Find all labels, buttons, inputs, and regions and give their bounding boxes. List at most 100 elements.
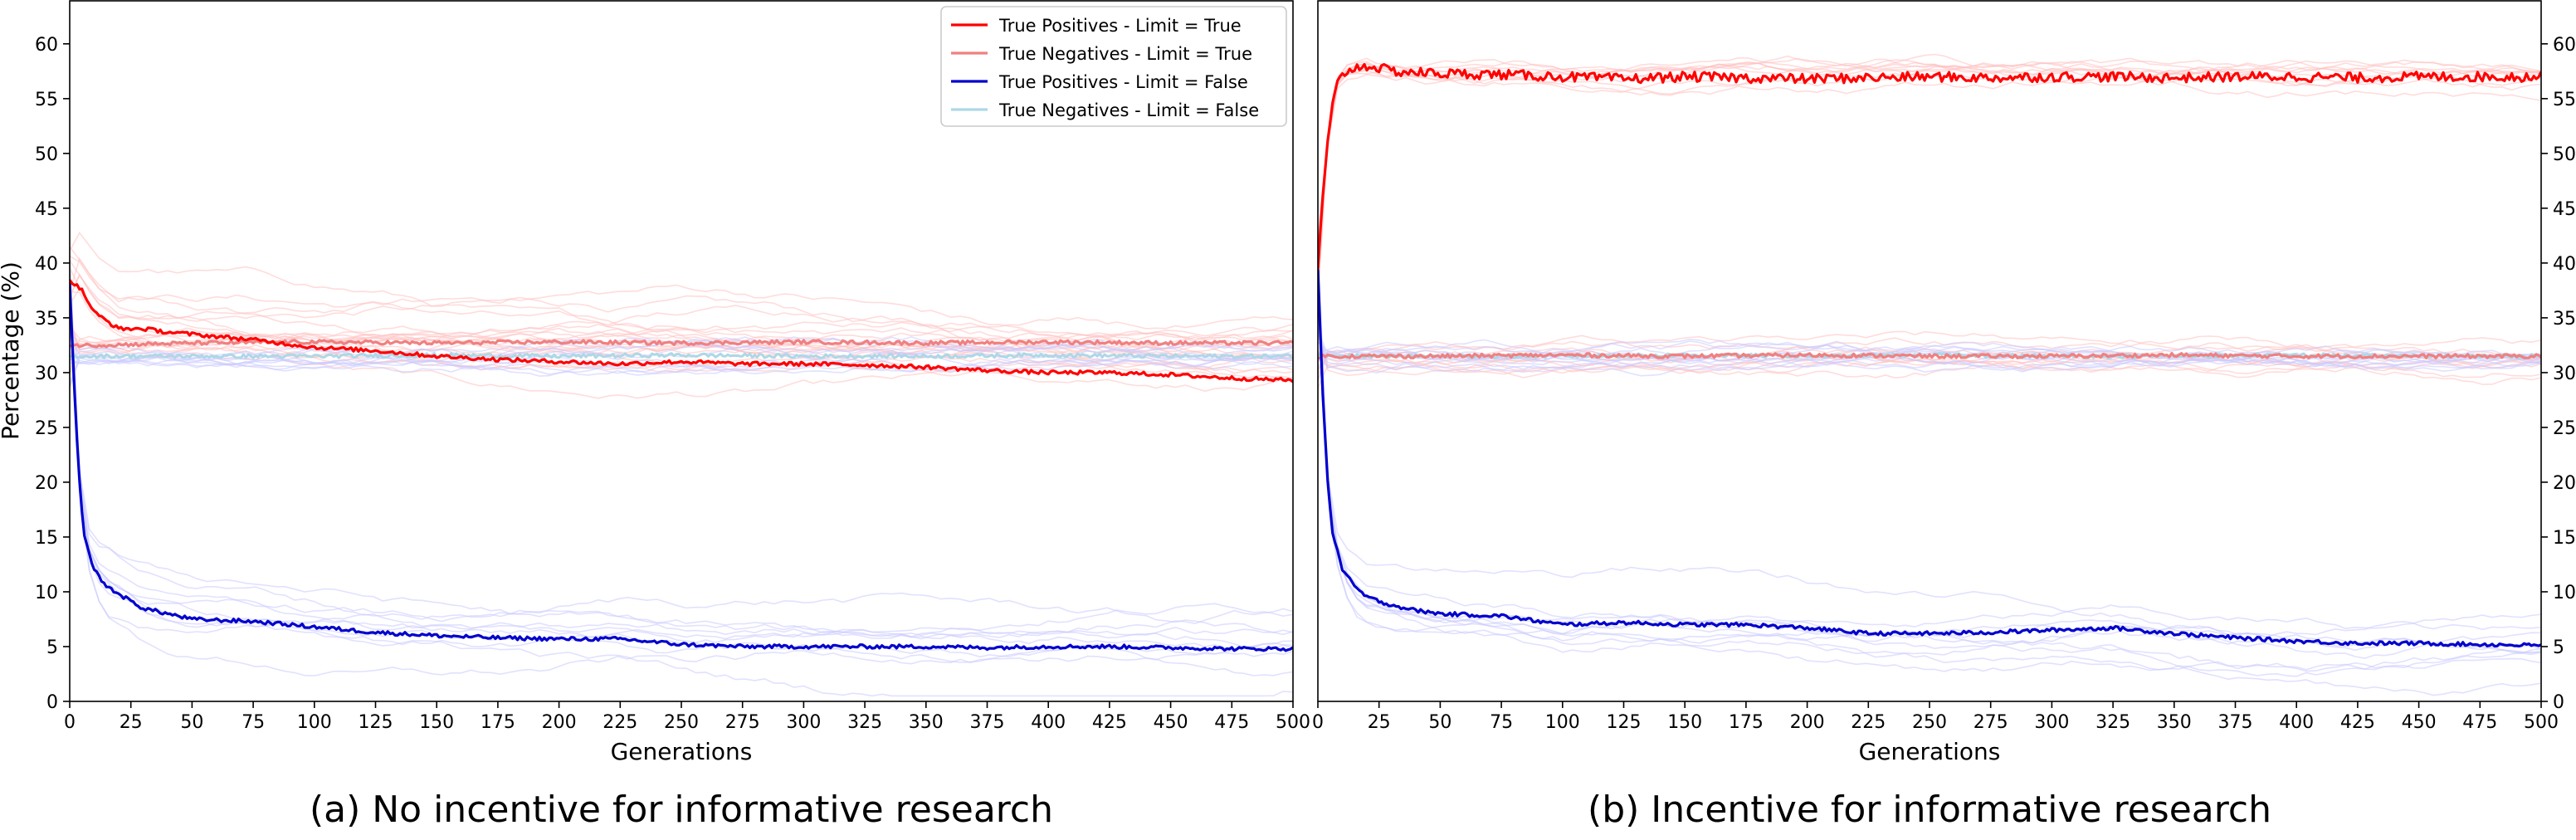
y-tick-label: 55: [35, 90, 58, 110]
x-tick-label: 300: [786, 712, 821, 733]
x-tick-label: 275: [725, 712, 760, 733]
run-trace: [1318, 269, 2541, 671]
x-tick-label: 450: [2402, 712, 2437, 733]
x-tick-label: 125: [359, 712, 393, 733]
y-tick-label: 5: [46, 637, 58, 658]
series-line-true-negatives-limit-true: [1318, 351, 2541, 359]
plot-area: [70, 232, 1293, 697]
x-tick-label: 500: [2524, 712, 2559, 733]
x-tick-label: 375: [2218, 712, 2253, 733]
y-tick-label: 45: [2553, 199, 2576, 220]
x-tick-label: 350: [909, 712, 944, 733]
x-tick-label: 325: [847, 712, 882, 733]
x-tick-label: 500: [1276, 712, 1310, 733]
x-tick-label: 250: [1912, 712, 1947, 733]
run-trace: [1318, 260, 2541, 654]
run-trace: [70, 255, 1293, 650]
x-tick-label: 225: [603, 712, 637, 733]
y-tick-label: 50: [35, 144, 58, 165]
y-tick-label: 15: [35, 528, 58, 549]
y-axis-label: Percentage (%): [0, 261, 24, 440]
run-trace: [1318, 63, 2541, 243]
run-trace: [70, 272, 1293, 643]
run-trace: [70, 344, 1293, 383]
run-trace: [1318, 242, 2541, 656]
y-tick-label: 20: [2553, 473, 2576, 494]
x-tick-label: 475: [1214, 712, 1249, 733]
caption-a: (a) No incentive for informative researc…: [309, 789, 1053, 831]
run-trace: [1318, 300, 2541, 637]
y-tick-label: 10: [2553, 583, 2576, 603]
x-tick-label: 400: [1031, 712, 1066, 733]
run-trace: [70, 324, 1293, 347]
series-line-true-positives-limit-true: [70, 279, 1293, 383]
x-tick-label: 100: [297, 712, 332, 733]
run-trace: [70, 291, 1293, 633]
run-trace: [1318, 66, 2541, 251]
y-tick-label: 10: [35, 583, 58, 603]
x-tick-label: 25: [1368, 712, 1391, 733]
series-line-true-positives-limit-false: [70, 283, 1293, 652]
chart-panel-b: 0 25 50 75 100 125 150 175 200 225 250 275 300 325 350…: [1312, 0, 2576, 765]
run-trace: [1318, 69, 2541, 253]
run-trace: [70, 266, 1293, 663]
plot-area: [1318, 53, 2541, 696]
run-trace: [1318, 57, 2541, 277]
x-tick-label: 50: [180, 712, 203, 733]
run-trace: [1318, 61, 2541, 237]
y-tick-label: 45: [35, 199, 58, 220]
run-trace: [70, 310, 1293, 637]
run-trace: [1318, 338, 2541, 369]
x-tick-label: 250: [664, 712, 699, 733]
run-traces: [70, 232, 1293, 697]
x-tick-label: 175: [481, 712, 515, 733]
x-tick-label: 225: [1851, 712, 1886, 733]
run-trace: [1318, 340, 2541, 381]
run-trace: [1318, 331, 2541, 373]
run-trace: [70, 329, 1293, 373]
x-axis-label: Generations: [611, 738, 753, 765]
run-trace: [1318, 55, 2541, 297]
series-line-true-negatives-limit-false: [70, 352, 1293, 359]
y-tick-label: 0: [46, 692, 58, 713]
y-tick-label: 20: [35, 473, 58, 494]
x-tick-label: 300: [2034, 712, 2069, 733]
y-tick-label: 40: [35, 254, 58, 275]
run-trace: [1318, 356, 2541, 389]
run-trace: [1318, 276, 2541, 677]
legend: True Positives - Limit = True True Negati…: [940, 6, 1287, 127]
y-tick-label: 25: [2553, 418, 2576, 439]
x-tick-label: 0: [64, 712, 76, 733]
x-tick-label: 375: [970, 712, 1005, 733]
x-tick-label: 0: [1312, 712, 1324, 733]
caption-b: (b) Incentive for informative research: [1588, 789, 2271, 831]
run-trace: [70, 327, 1293, 361]
legend-label: True Negatives - Limit = False: [998, 100, 1259, 120]
x-tick-label: 325: [2095, 712, 2130, 733]
y-tick-label: 25: [35, 418, 58, 439]
y-tick-label: 30: [35, 364, 58, 384]
x-tick-label: 425: [1092, 712, 1127, 733]
x-tick-label: 200: [542, 712, 577, 733]
run-trace: [1318, 253, 2541, 631]
x-tick-label: 75: [242, 712, 265, 733]
x-tick-label: 25: [120, 712, 143, 733]
run-trace: [1318, 277, 2541, 672]
x-tick-label: 400: [2279, 712, 2314, 733]
x-tick-label: 175: [1729, 712, 1764, 733]
legend-label: True Negatives - Limit = True: [998, 44, 1252, 64]
run-trace: [1318, 53, 2541, 284]
run-trace: [70, 298, 1293, 650]
run-trace: [70, 261, 1293, 640]
legend-label: True Positives - Limit = True: [998, 16, 1242, 36]
y-tick-label: 55: [2553, 90, 2576, 110]
run-trace: [1318, 331, 2541, 377]
x-tick-label: 475: [2462, 712, 2497, 733]
x-tick-label: 125: [1607, 712, 1642, 733]
run-trace: [1318, 335, 2541, 382]
x-tick-label: 450: [1154, 712, 1188, 733]
y-tick-label: 35: [2553, 309, 2576, 330]
y-tick-label: 5: [2553, 637, 2564, 658]
y-tick-label: 40: [2553, 254, 2576, 275]
y-tick-label: 60: [35, 35, 58, 56]
